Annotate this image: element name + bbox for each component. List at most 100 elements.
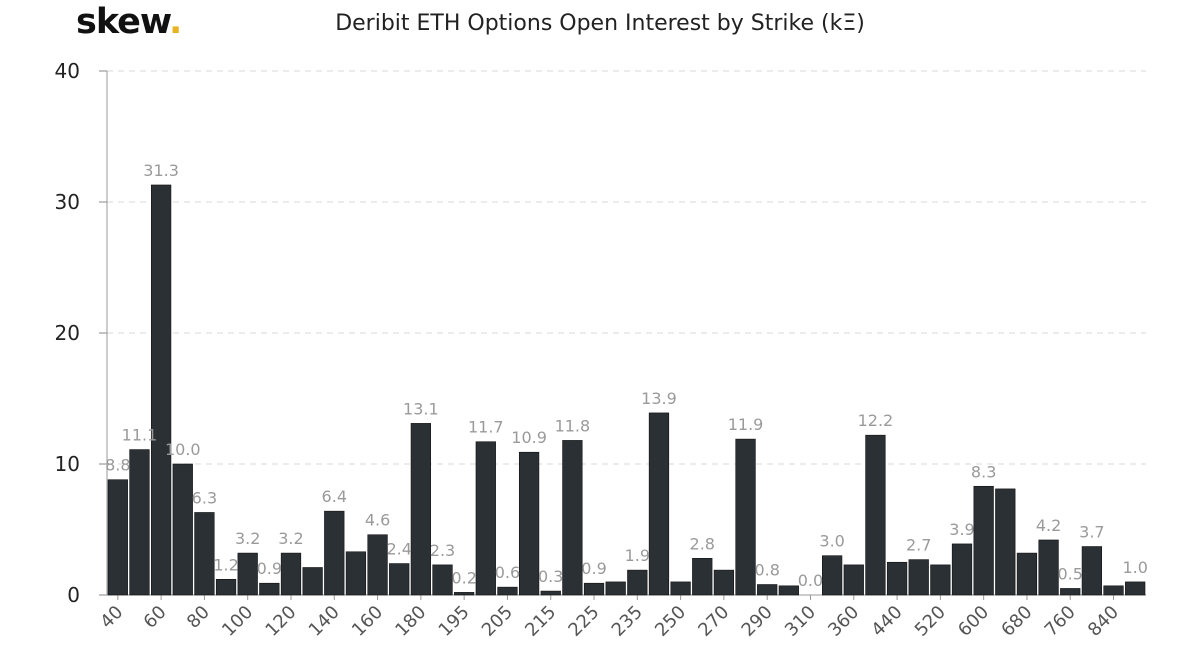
bar [951,543,973,596]
bar [345,551,367,596]
data-label: 3.7 [1079,523,1104,542]
data-label: 6.4 [322,487,347,506]
data-label: 0.3 [538,567,563,586]
bar [908,559,929,596]
x-tick-label: 195 [435,602,474,641]
bar [475,441,496,596]
x-tick-label: 205 [478,602,517,641]
y-tick-label: 10 [55,452,80,476]
bar [410,423,431,596]
x-tick-label: 60 [140,602,171,633]
x-tick-label: 840 [1084,602,1123,641]
data-label: 8.8 [105,456,130,475]
x-tick-label: 180 [391,602,430,641]
data-label: 13.9 [641,389,677,408]
x-tick-label: 40 [96,602,127,633]
x-tick-labels: 40 60 80 100 120 140 160 180 195 205 215 225 235 250 2… [96,602,1123,641]
data-label: 4.6 [365,511,390,530]
bar [237,552,258,596]
x-tick-label: 440 [867,602,906,641]
data-label: 2.4 [386,540,411,559]
data-label: 12.2 [858,411,894,430]
data-label: 2.7 [906,536,931,555]
bars [107,184,1146,596]
y-tick-label: 0 [67,583,80,607]
data-label: 3.2 [278,529,303,548]
x-tick-label: 760 [1041,602,1080,641]
bar [367,534,388,596]
x-tick-label: 680 [997,602,1036,641]
data-label: 0.9 [257,559,282,578]
y-tick-label: 30 [55,190,80,214]
skew-logo: skew. [76,2,182,42]
chart-title: Deribit ETH Options Open Interest by Str… [335,11,865,36]
x-tick-label: 520 [911,602,950,641]
bar [432,564,453,596]
bar [648,412,670,596]
bar [324,510,345,596]
bar [302,567,323,596]
x-tick-label: 80 [183,602,214,633]
y-tick-labels: 0 10 20 30 40 [55,59,80,607]
bar [843,564,864,596]
data-label: 0.6 [495,563,520,582]
bar [713,569,735,596]
data-labels: 8.8 11.1 31.3 10.0 6.3 1.2 3.2 0.9 3.2 6.4 4.6 2.4 1… [105,161,1148,590]
data-label: 3.9 [949,520,974,539]
bar [995,488,1016,596]
data-label: 10.0 [165,440,201,459]
bar [778,585,799,596]
axes [99,70,1146,600]
data-label: 11.1 [122,426,158,445]
bar [822,555,843,596]
bar [1081,546,1103,596]
logo-text: skew [76,2,170,42]
data-label: 1.2 [213,555,238,574]
bar [172,463,193,596]
x-tick-label: 250 [651,602,690,641]
bar [107,479,128,596]
bar [454,592,475,596]
data-label: 11.8 [555,416,591,435]
bar [259,582,280,596]
data-label: 2.8 [690,534,715,553]
bar [757,584,778,596]
data-label: 0.2 [451,568,476,587]
y-tick-label: 20 [55,321,80,345]
bar [497,586,518,596]
data-label: 0.0 [798,571,823,590]
data-label: 0.9 [581,559,606,578]
x-tick-label: 215 [521,602,560,641]
data-label: 0.5 [1058,564,1083,583]
bar [562,440,583,596]
data-label: 8.3 [971,462,996,481]
bar [129,449,150,596]
bar [280,552,302,596]
data-label: 1.0 [1122,558,1147,577]
x-tick-label: 120 [261,602,300,641]
data-label: 0.8 [754,561,779,580]
data-label: 2.3 [430,541,455,560]
data-label: 13.1 [403,399,439,418]
bar [1038,539,1059,596]
data-label: 1.9 [625,546,650,565]
bar [1060,588,1081,596]
x-tick-label: 235 [608,602,647,641]
y-tick-label: 40 [55,59,80,83]
bar [670,581,691,596]
bar [973,485,994,596]
bar [150,184,172,596]
x-tick-label: 225 [564,602,603,641]
data-label: 31.3 [143,161,179,180]
bar [930,564,951,596]
bar [540,590,561,596]
bar [627,569,648,596]
bar [518,451,540,596]
bar [194,512,215,596]
x-tick-label: 100 [218,602,257,641]
x-tick-label: 600 [954,602,993,641]
x-tick-label: 360 [824,602,863,641]
bar [865,434,886,596]
data-label: 3.2 [235,529,260,548]
